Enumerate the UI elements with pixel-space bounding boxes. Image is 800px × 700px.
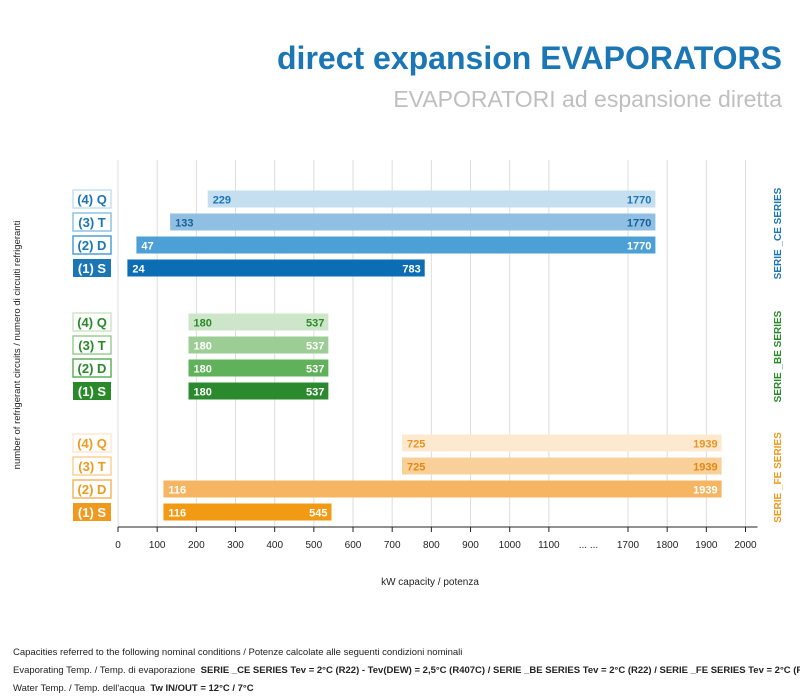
x-tick-label-1700: 1700 bbox=[617, 540, 640, 551]
page-title: direct expansion EVAPORATORS bbox=[277, 40, 782, 76]
series-label: SERIE _BE SERIES bbox=[773, 310, 784, 402]
category-label: (4) Q bbox=[77, 192, 107, 207]
category-label: (3) T bbox=[78, 459, 106, 474]
range-bar bbox=[170, 213, 656, 231]
page-subtitle: EVAPORATORI ad espansione diretta bbox=[393, 86, 782, 112]
x-tick-label-1100: 1100 bbox=[538, 540, 560, 551]
series-group-2: (4) Q 180 537 (3) T 180 537 (2) D 180 537 (1) S 18… bbox=[72, 310, 784, 402]
y-axis-label: number of refrigerant circuits / numero … bbox=[12, 221, 23, 470]
bar-min-label: 180 bbox=[194, 387, 212, 399]
x-axis: 0 100 200 300 400 500 600 700 800 900 1000 1100 1700… bbox=[115, 526, 758, 551]
bar-max-label: 537 bbox=[306, 341, 324, 353]
category-badge bbox=[72, 189, 112, 209]
range-bar bbox=[163, 503, 332, 521]
range-bar bbox=[188, 313, 329, 331]
x-axis-label: kW capacity / potenza bbox=[381, 577, 479, 588]
range-bar bbox=[188, 359, 329, 377]
footnote-line-1: Capacities referred to the following nom… bbox=[13, 647, 463, 658]
series-label: SERIE _FE SERIES bbox=[773, 432, 784, 523]
x-tick-label-0: 0 bbox=[115, 540, 121, 551]
x-tick-label-600: 600 bbox=[345, 540, 362, 551]
bar-min-label: 24 bbox=[132, 264, 145, 276]
bar-min-label: 116 bbox=[168, 508, 186, 520]
category-badge bbox=[73, 259, 111, 277]
range-bar bbox=[207, 190, 656, 208]
bars-layer: (4) Q 229 1770 (3) T 133 1770 (2) D 47 1770 (1) S… bbox=[72, 187, 784, 523]
axis-break-label: ... ... bbox=[579, 540, 598, 551]
category-label: (3) T bbox=[78, 215, 106, 230]
series-group-3: (4) Q 725 1939 (3) T 725 1939 (2) D 116 1939 (1) … bbox=[72, 432, 784, 523]
bar-min-label: 180 bbox=[194, 364, 212, 376]
x-tick-label-800: 800 bbox=[423, 540, 440, 551]
bar-max-label: 545 bbox=[309, 508, 327, 520]
category-badge bbox=[72, 479, 112, 499]
range-bar bbox=[136, 236, 656, 254]
category-label: (4) Q bbox=[77, 436, 107, 451]
bar-max-label: 1939 bbox=[693, 462, 717, 474]
footnote-line-2-bold: SERIE _CE SERIES Tev = 2°C (R22) - Tev(D… bbox=[200, 665, 800, 676]
range-bar bbox=[401, 457, 722, 475]
x-tick-label-2000: 2000 bbox=[734, 540, 757, 551]
range-bar bbox=[188, 336, 329, 354]
category-badge bbox=[73, 503, 111, 521]
category-label: (1) S bbox=[78, 261, 107, 276]
range-bar bbox=[401, 434, 722, 452]
bar-max-label: 1939 bbox=[693, 439, 717, 451]
range-bar bbox=[163, 480, 722, 498]
bar-min-label: 725 bbox=[407, 462, 425, 474]
x-tick-label-300: 300 bbox=[227, 540, 244, 551]
category-label: (3) T bbox=[78, 338, 106, 353]
bar-max-label: 1770 bbox=[627, 195, 651, 207]
series-label: SERIE _CE SERIES bbox=[773, 187, 784, 279]
category-label: (1) S bbox=[78, 384, 107, 399]
x-tick-label-900: 900 bbox=[462, 540, 479, 551]
x-tick-label-200: 200 bbox=[188, 540, 205, 551]
x-tick-label-500: 500 bbox=[306, 540, 323, 551]
footnote-line-3-prefix: Water Temp. / Temp. dell'acqua bbox=[13, 683, 146, 694]
category-badge bbox=[72, 312, 112, 332]
bar-min-label: 133 bbox=[175, 218, 193, 230]
x-tick-label-1000: 1000 bbox=[499, 540, 522, 551]
bar-max-label: 537 bbox=[306, 318, 324, 330]
series-group-1: (4) Q 229 1770 (3) T 133 1770 (2) D 47 1770 (1) S… bbox=[72, 187, 784, 279]
category-label: (4) Q bbox=[77, 315, 107, 330]
category-badge bbox=[72, 433, 112, 453]
bar-min-label: 180 bbox=[194, 318, 212, 330]
bar-min-label: 229 bbox=[213, 195, 231, 207]
footnote-line-2-prefix: Evaporating Temp. / Temp. di evaporazion… bbox=[13, 665, 196, 676]
category-label: (2) D bbox=[78, 482, 107, 497]
category-label: (2) D bbox=[78, 238, 107, 253]
x-tick-label-100: 100 bbox=[149, 540, 166, 551]
range-bar bbox=[127, 259, 425, 277]
category-label: (2) D bbox=[78, 361, 107, 376]
category-badge bbox=[72, 358, 112, 378]
category-label: (1) S bbox=[78, 505, 107, 520]
category-badge bbox=[73, 382, 111, 400]
bar-min-label: 116 bbox=[168, 485, 186, 497]
footnote-line-2: Evaporating Temp. / Temp. di evaporazion… bbox=[13, 662, 800, 680]
x-tick-label-1800: 1800 bbox=[656, 540, 679, 551]
capacity-range-chart: (4) Q 229 1770 (3) T 133 1770 (2) D 47 1770 (1) S… bbox=[12, 160, 784, 588]
bar-max-label: 537 bbox=[306, 364, 324, 376]
x-tick-label-1900: 1900 bbox=[695, 540, 718, 551]
bar-max-label: 1770 bbox=[627, 218, 651, 230]
category-badge bbox=[72, 335, 112, 355]
range-bar bbox=[188, 382, 329, 400]
footnote-line-3: Water Temp. / Temp. dell'acqua Tw IN/OUT… bbox=[13, 680, 793, 698]
bar-max-label: 537 bbox=[306, 387, 324, 399]
bar-max-label: 783 bbox=[402, 264, 420, 276]
footnote-line-3-bold: Tw IN/OUT = 12°C / 7°C bbox=[150, 683, 254, 694]
category-badge bbox=[72, 235, 112, 255]
bar-min-label: 47 bbox=[141, 241, 153, 253]
bar-max-label: 1939 bbox=[693, 485, 717, 497]
x-tick-label-700: 700 bbox=[384, 540, 401, 551]
footnote: Capacities referred to the following nom… bbox=[13, 644, 800, 698]
category-badge bbox=[72, 456, 112, 476]
x-tick-label-400: 400 bbox=[266, 540, 283, 551]
bar-min-label: 180 bbox=[194, 341, 212, 353]
category-badge bbox=[72, 212, 112, 232]
bar-min-label: 725 bbox=[407, 439, 425, 451]
bar-max-label: 1770 bbox=[627, 241, 651, 253]
